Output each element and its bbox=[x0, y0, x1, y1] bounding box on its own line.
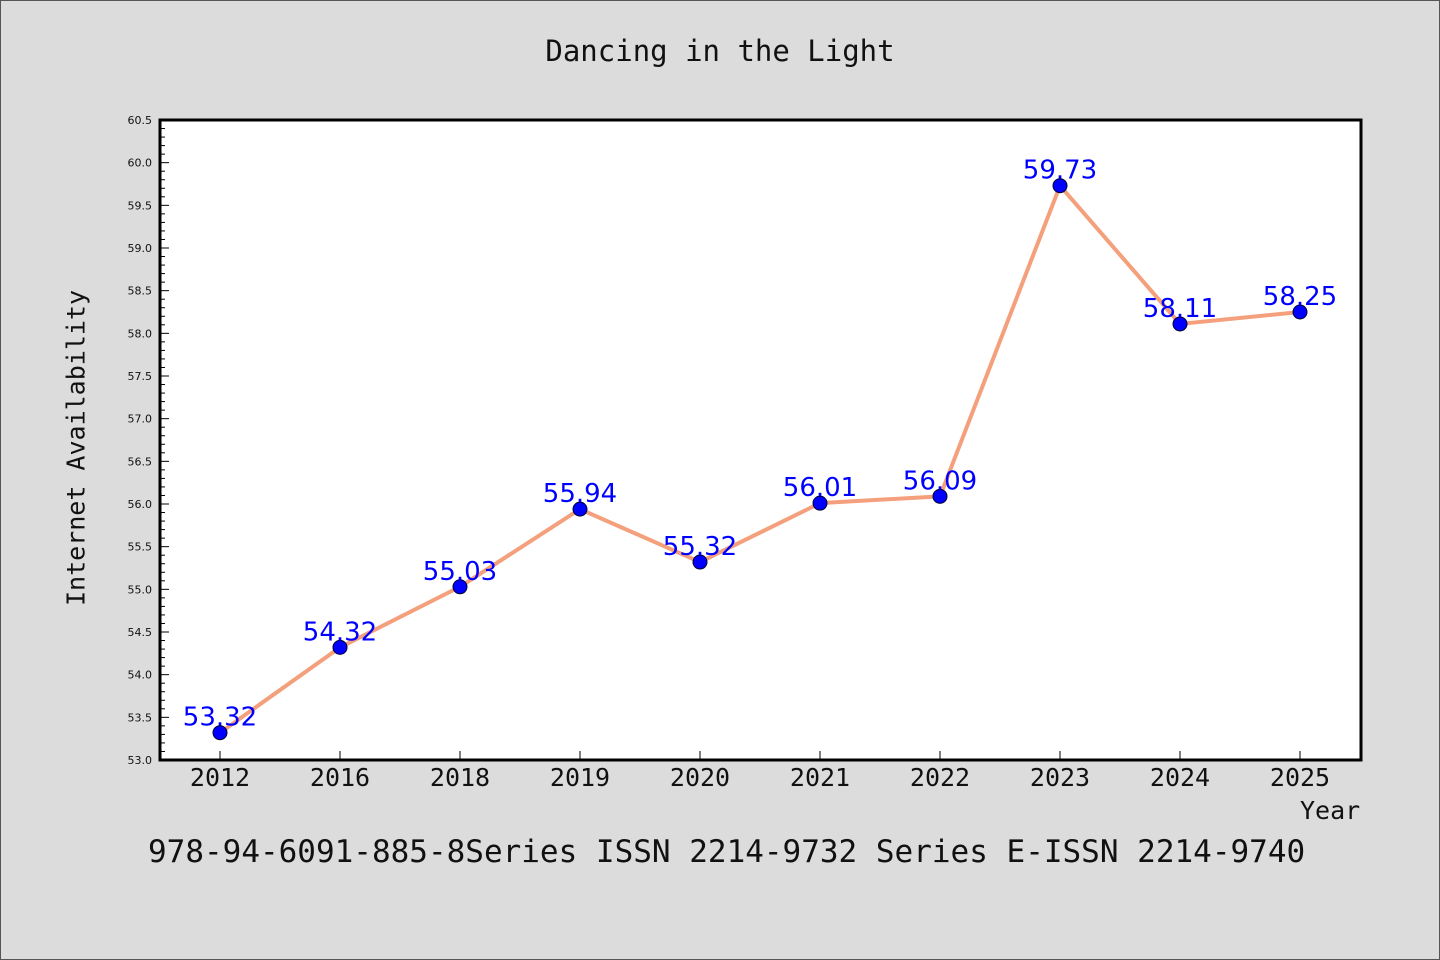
y-tick-label: 60.5 bbox=[128, 114, 153, 127]
y-tick-label: 56.0 bbox=[128, 498, 153, 511]
plot-area bbox=[158, 118, 1363, 762]
data-point bbox=[212, 725, 228, 741]
y-tick-label: 57.0 bbox=[128, 413, 153, 426]
data-point bbox=[1172, 316, 1188, 332]
y-tick-label: 54.0 bbox=[128, 669, 153, 682]
y-tick-label: 56.5 bbox=[128, 455, 153, 468]
x-tick-label: 2023 bbox=[1030, 763, 1090, 792]
x-axis-label: Year bbox=[1300, 796, 1361, 825]
data-label: 58.11 bbox=[1143, 294, 1217, 324]
data-label: 56.01 bbox=[783, 473, 857, 503]
data-point bbox=[1292, 304, 1308, 320]
data-point bbox=[332, 639, 348, 655]
y-tick-label: 59.0 bbox=[128, 242, 153, 255]
y-tick-label: 53.0 bbox=[128, 754, 153, 767]
data-point bbox=[692, 554, 708, 570]
x-tick-label: 2018 bbox=[430, 763, 490, 792]
data-label: 53.32 bbox=[183, 703, 257, 733]
y-tick-label: 60.0 bbox=[128, 157, 153, 170]
data-label: 55.03 bbox=[423, 557, 497, 587]
data-label: 54.32 bbox=[303, 617, 377, 647]
x-tick-label: 2022 bbox=[910, 763, 970, 792]
y-tick-label: 59.5 bbox=[128, 199, 153, 212]
footer-text: 978-94-6091-885-8Series ISSN 2214-9732 S… bbox=[148, 834, 1306, 870]
y-tick-label: 53.5 bbox=[128, 711, 153, 724]
data-point bbox=[812, 495, 828, 511]
chart-title: Dancing in the Light bbox=[545, 34, 895, 68]
data-point bbox=[1052, 178, 1068, 194]
x-tick-label: 2019 bbox=[550, 763, 610, 792]
x-tick-label: 2024 bbox=[1150, 763, 1210, 792]
data-point bbox=[932, 488, 948, 504]
y-tick-label: 58.0 bbox=[128, 327, 153, 340]
series-line bbox=[218, 183, 1301, 735]
data-label: 55.32 bbox=[663, 532, 737, 562]
x-tick-label: 2012 bbox=[190, 763, 250, 792]
data-label: 58.25 bbox=[1263, 282, 1337, 312]
x-tick-label: 2016 bbox=[310, 763, 370, 792]
data-label: 56.09 bbox=[903, 466, 977, 496]
x-tick-label: 2025 bbox=[1270, 763, 1330, 792]
y-tick-label: 55.0 bbox=[128, 583, 153, 596]
y-tick-label: 58.5 bbox=[128, 285, 153, 298]
y-tick-label: 55.5 bbox=[128, 541, 153, 554]
data-point bbox=[452, 579, 468, 595]
data-label: 55.94 bbox=[543, 479, 617, 509]
data-label: 59.73 bbox=[1023, 156, 1097, 186]
data-point bbox=[572, 501, 588, 517]
y-tick-label: 54.5 bbox=[128, 626, 153, 639]
x-tick-label: 2021 bbox=[790, 763, 850, 792]
y-tick-label: 57.5 bbox=[128, 370, 153, 383]
x-tick-label: 2020 bbox=[670, 763, 730, 792]
